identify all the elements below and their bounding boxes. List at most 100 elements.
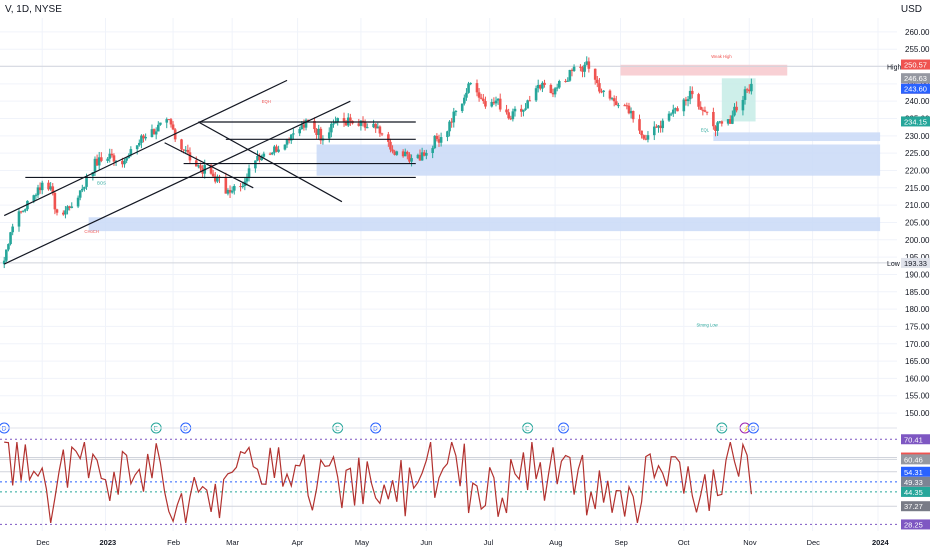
event-marker-letter: E — [154, 426, 159, 433]
candle-down — [186, 149, 190, 153]
candle-up — [602, 90, 605, 92]
candle-up — [667, 113, 671, 121]
candle-up — [671, 109, 675, 114]
price-tick-label: 255.00 — [905, 45, 930, 54]
demand-zone — [713, 132, 881, 142]
candle-down — [62, 212, 65, 215]
candle-up — [247, 168, 251, 179]
candle-up — [513, 108, 517, 112]
event-marker-letter: D — [561, 426, 566, 433]
time-tick-label: May — [355, 538, 369, 547]
candle-up — [465, 92, 468, 98]
candle-down — [435, 135, 439, 140]
price-tick-label: 225.00 — [905, 149, 930, 158]
candle-up — [688, 90, 692, 100]
candle-down — [595, 79, 599, 84]
candle-down — [450, 121, 453, 123]
candle-down — [224, 177, 228, 194]
candle-up — [108, 153, 112, 159]
candle-up — [40, 182, 44, 191]
candle-up — [7, 244, 10, 250]
candle-up — [317, 128, 320, 135]
candle-down — [53, 192, 57, 210]
candle-up — [566, 80, 570, 82]
candle-down — [659, 125, 662, 129]
candle-up — [292, 133, 295, 135]
candle-down — [498, 98, 502, 110]
channel-line-a — [198, 121, 343, 203]
candle-up — [283, 144, 287, 150]
candle-up — [36, 187, 40, 196]
candle-down — [418, 154, 422, 161]
candle-down — [479, 97, 483, 99]
candle-down — [422, 152, 426, 156]
candle-down — [349, 117, 352, 121]
candle-up — [5, 249, 8, 261]
candle-up — [448, 121, 451, 132]
time-tick-label: 2024 — [872, 538, 890, 547]
rsi-badge-label: 54.31 — [904, 468, 923, 477]
candle-up — [91, 172, 95, 177]
candle-down — [121, 160, 124, 165]
candle-down — [600, 91, 603, 93]
candle-up — [137, 142, 141, 146]
candle-up — [81, 188, 84, 191]
candle-down — [477, 92, 481, 98]
candle-down — [68, 206, 71, 208]
candle-up — [743, 89, 747, 100]
low-level-label: Low — [887, 261, 901, 268]
candle-up — [452, 111, 456, 123]
candle-down — [644, 138, 648, 140]
price-tick-label: 200.00 — [905, 236, 930, 245]
candle-down — [579, 66, 582, 68]
candle-up — [524, 108, 527, 110]
candle-up — [165, 119, 169, 123]
candle-up — [123, 160, 126, 165]
candle-up — [431, 148, 434, 154]
candle-up — [273, 146, 276, 153]
candle-up — [467, 83, 470, 93]
rsi-badge-label: 70.41 — [904, 435, 923, 444]
rsi-badge — [901, 434, 930, 445]
price-tick-label: 215.00 — [905, 184, 930, 193]
candle-up — [674, 108, 677, 110]
candle-up — [617, 105, 620, 107]
candle-up — [256, 155, 259, 161]
candle-down — [528, 100, 532, 102]
annotation-label: EQH — [262, 99, 271, 104]
rsi-badge — [901, 454, 930, 465]
candle-down — [627, 105, 631, 114]
candle-down — [387, 134, 390, 142]
candle-up — [686, 99, 690, 102]
candle-up — [32, 195, 36, 201]
candle-up — [17, 211, 21, 227]
event-marker-letter: D — [183, 426, 188, 433]
candle-up — [135, 145, 139, 150]
price-tick-label: 185.00 — [905, 288, 930, 297]
rsi-badge — [901, 519, 930, 530]
candle-down — [315, 129, 318, 135]
candle-up — [425, 153, 428, 156]
candle-up — [154, 131, 158, 135]
candle-down — [228, 189, 232, 193]
candle-up — [583, 64, 586, 72]
candle-up — [558, 81, 561, 88]
time-tick-label: Aug — [549, 538, 562, 547]
candle-up — [416, 154, 420, 159]
candle-up — [646, 135, 650, 140]
rsi-badge — [901, 466, 930, 477]
candle-down — [209, 165, 213, 174]
candle-down — [188, 152, 192, 161]
candle-up — [716, 122, 719, 131]
candle-down — [374, 123, 377, 129]
candle-up — [410, 158, 413, 162]
candle-up — [127, 155, 131, 159]
candle-up — [156, 124, 160, 132]
candle-down — [699, 106, 703, 110]
candle-down — [380, 133, 384, 135]
price-tick-label: 205.00 — [905, 218, 930, 227]
price-tick-label: 165.00 — [905, 357, 930, 366]
event-marker-letter: D — [751, 426, 756, 433]
